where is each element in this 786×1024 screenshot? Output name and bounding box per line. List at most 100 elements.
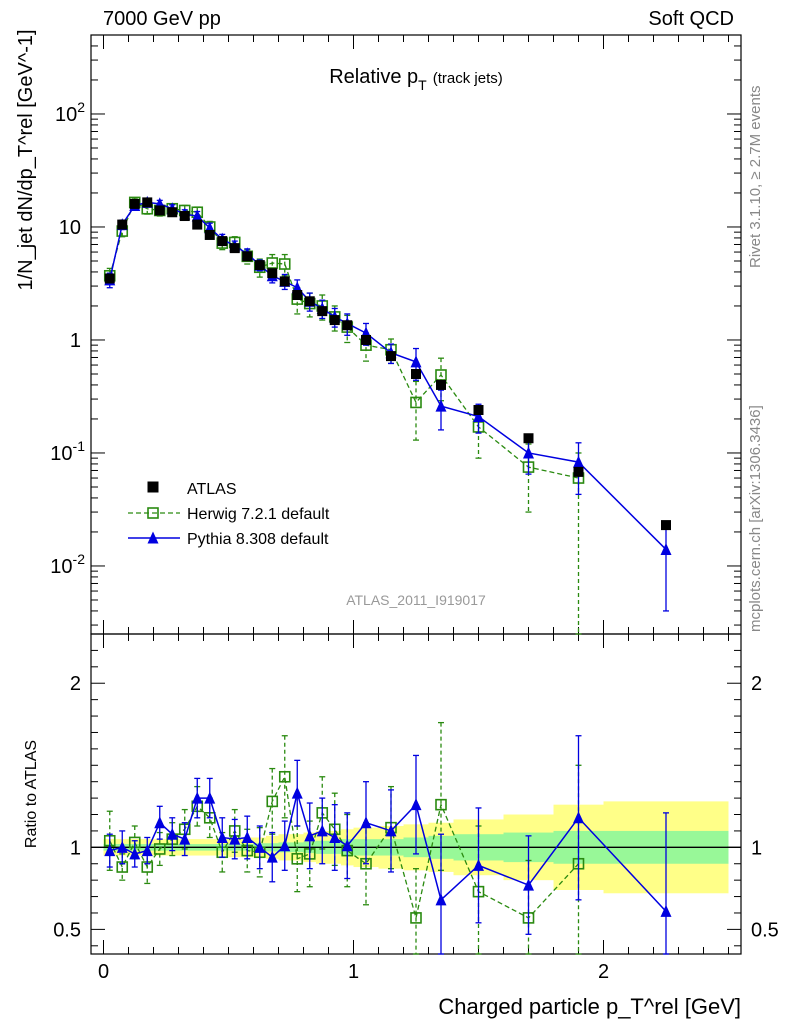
atlas-point — [361, 334, 371, 345]
pythia-ratio-point — [329, 830, 341, 843]
pythia-ratio-point — [179, 832, 191, 845]
herwig-ratio-point — [278, 770, 291, 783]
x-tick-label: 2 — [598, 961, 609, 983]
atlas-point — [267, 268, 278, 279]
pythia-ratio-point — [660, 904, 672, 917]
pythia-point — [660, 542, 672, 555]
herwig-point — [410, 396, 422, 409]
atlas-point — [142, 197, 153, 208]
herwig-ratio-point — [266, 795, 279, 808]
atlas-point — [117, 219, 128, 230]
x-axis-label: Charged particle p_T^rel [GeV] — [438, 994, 741, 1019]
atlas-series — [104, 197, 671, 531]
atlas-point — [473, 405, 484, 416]
atlas-point — [523, 433, 534, 444]
atlas-point — [436, 379, 446, 390]
atlas-point — [179, 211, 190, 222]
y-tick-label: 10-1 — [50, 438, 85, 465]
legend-pythia-marker — [147, 531, 159, 544]
atlas-point — [229, 243, 240, 254]
ratio-panel-series — [103, 721, 672, 955]
pythia-ratio-point — [573, 811, 584, 824]
pythia-ratio-point — [304, 829, 316, 842]
atlas-point — [292, 290, 303, 301]
atlas-point — [573, 466, 584, 477]
ratio-y-tick-label-right: 1 — [751, 837, 762, 859]
pythia-ratio-series — [104, 735, 672, 955]
atlas-point — [167, 207, 178, 218]
pythia-point — [410, 355, 422, 368]
y-axis-label: 1/N_jet dN/dp_T^rel [GeV^-1] — [15, 29, 37, 290]
atlas-point — [329, 315, 340, 326]
main-panel-series — [103, 195, 672, 635]
atlas-point — [661, 520, 671, 531]
pythia-ratio-point — [204, 791, 216, 804]
atlas-point — [104, 273, 115, 284]
legend-herwig-marker — [147, 507, 159, 519]
pythia-point — [435, 399, 447, 412]
herwig-ratio-line — [109, 774, 579, 919]
herwig-ratio-point — [291, 853, 304, 865]
legend-atlas-marker — [147, 481, 159, 493]
pythia-ratio-point — [229, 832, 241, 845]
pythia-ratio-point — [166, 827, 178, 840]
axis-labels: 10-2 10-1 1 10 102 0.5 0.5 1 1 2 2 0 1 2 Relative pT (t… — [15, 29, 779, 1019]
legend-atlas-label: ATLAS — [187, 481, 237, 498]
ratio-y-axis-label: Ratio to ATLAS — [23, 740, 40, 848]
pythia-ratio-point — [141, 844, 153, 857]
atlas-point — [317, 306, 328, 317]
legend-pythia-label: Pythia 8.308 default — [187, 531, 329, 548]
herwig-ratio-point — [410, 912, 422, 924]
pythia-ratio-point — [266, 850, 278, 863]
pythia-ratio-point — [360, 816, 372, 829]
herwig-point — [278, 258, 291, 270]
pythia-ratio-point — [129, 847, 141, 860]
y-tick-label: 1 — [70, 330, 81, 352]
herwig-series — [103, 196, 585, 635]
y-tick-label: 102 — [55, 99, 85, 126]
pythia-ratio-point — [254, 840, 266, 853]
atlas-point — [411, 368, 421, 379]
legend: ATLAS Herwig 7.2.1 default Pythia 8.308 de… — [128, 481, 330, 548]
ratio-y-tick-label: 1 — [70, 837, 81, 859]
y-tick-label: 10-2 — [50, 551, 85, 578]
atlas-point — [304, 296, 315, 307]
atlas-point — [242, 251, 253, 262]
pythia-ratio-point — [435, 893, 447, 906]
ratio-y-tick-label-right: 2 — [751, 673, 762, 695]
pythia-point — [191, 209, 203, 222]
atlas-point — [386, 351, 396, 362]
pythia-ratio-point — [473, 858, 484, 871]
analysis-tag: ATLAS_2011_I919017 — [346, 592, 486, 608]
x-tick-label: 0 — [98, 961, 109, 983]
pythia-line — [109, 201, 667, 550]
pythia-ratio-point — [410, 798, 422, 811]
pythia-ratio-point — [523, 878, 534, 891]
atlas-point — [129, 198, 140, 209]
legend-herwig-label: Herwig 7.2.1 default — [187, 506, 330, 523]
header-collision: 7000 GeV pp — [103, 8, 221, 30]
atlas-point — [217, 236, 228, 247]
atlas-point — [204, 229, 215, 240]
pythia-series — [104, 195, 672, 612]
pythia-ratio-point — [241, 830, 253, 843]
pythia-ratio-point — [216, 830, 228, 843]
atlas-point — [192, 219, 203, 230]
ratio-y-tick-label: 0.5 — [53, 919, 81, 941]
y-tick-label: 10 — [59, 217, 81, 239]
herwig-ratio-point — [153, 843, 166, 855]
pythia-point — [523, 446, 534, 459]
pythia-point — [473, 410, 484, 423]
ratio-y-tick-label: 2 — [70, 673, 81, 695]
herwig-point — [266, 257, 279, 269]
pythia-ratio-point — [154, 816, 166, 829]
pythia-ratio-point — [291, 786, 303, 799]
atlas-point — [154, 205, 165, 216]
atlas-point — [279, 276, 290, 287]
pythia-ratio-point — [279, 839, 291, 852]
x-tick-label: 1 — [348, 961, 359, 983]
pythia-ratio-line — [109, 790, 667, 912]
ratio-y-tick-label-right: 0.5 — [751, 919, 779, 941]
pythia-ratio-point — [104, 844, 116, 857]
